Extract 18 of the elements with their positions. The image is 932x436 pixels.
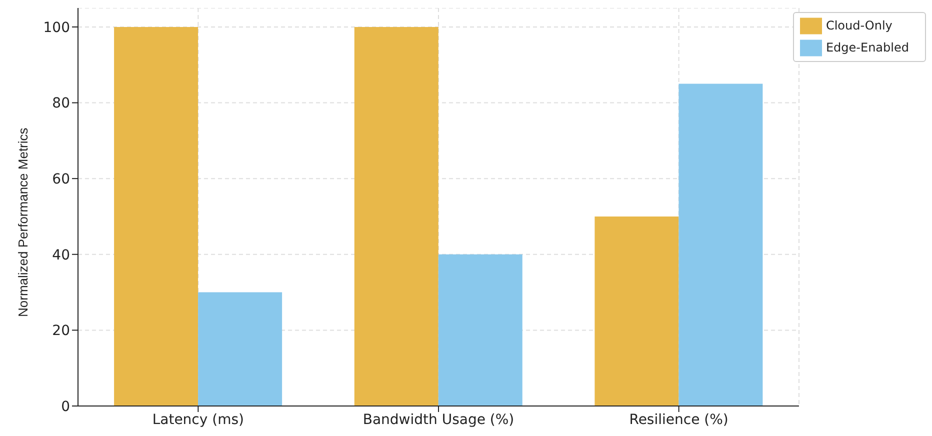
y-tick-label: 40 [52,247,70,264]
y-tick-label: 100 [43,20,70,36]
x-tick-label: Latency (ms) [152,412,244,428]
y-tick-label: 0 [61,398,70,415]
bar [354,26,438,406]
bar [198,292,282,406]
y-axis-title: Normalized Performance Metrics [16,127,31,317]
legend-label: Cloud-Only [826,18,892,32]
bar [678,84,763,406]
x-tick-label: Bandwidth Usage (%) [362,412,514,428]
bar [594,216,679,406]
x-tick-label: Resilience (%) [629,412,728,428]
y-tick-label: 60 [52,172,70,188]
y-tick-label: 80 [52,96,70,112]
bar [438,254,522,406]
legend-label: Edge-Enabled [826,40,909,54]
bar [114,26,198,406]
y-tick-label: 20 [52,323,70,340]
